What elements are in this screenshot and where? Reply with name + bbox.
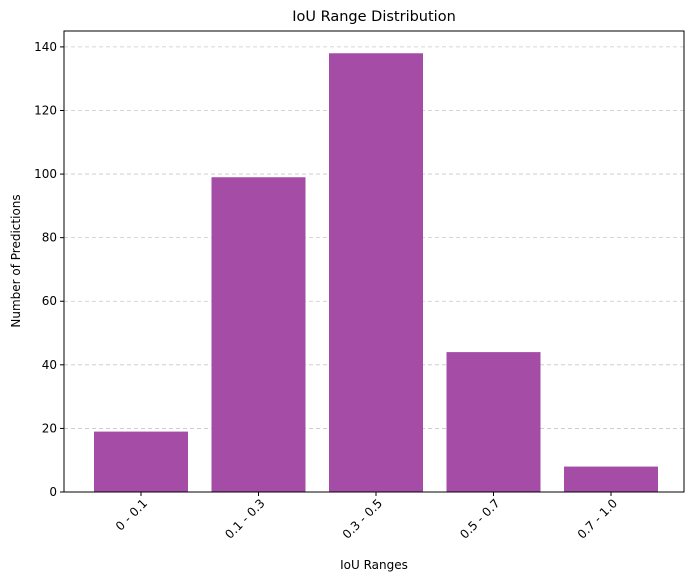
y-tick-label: 120 (34, 103, 57, 117)
plot-area-frame (63, 30, 685, 493)
bars (94, 53, 658, 492)
y-tick-label: 80 (42, 231, 57, 245)
chart-title: IoU Range Distribution (292, 9, 456, 25)
y-axis-label: Number of Predictions (9, 194, 23, 327)
x-axis-label: IoU Ranges (340, 558, 408, 572)
y-tick-label: 100 (34, 167, 57, 181)
y-tick-label: 0 (49, 485, 57, 499)
bar (211, 177, 306, 492)
y-axis-ticks: 0 20 40 60 80 100 120 140 (34, 40, 64, 499)
y-tick-label: 40 (42, 358, 57, 372)
bar (329, 53, 423, 492)
y-tick-label: 20 (42, 421, 57, 435)
bar (94, 431, 188, 492)
bar (564, 466, 658, 492)
y-tick-label: 140 (34, 40, 57, 54)
bar (446, 352, 541, 492)
y-tick-label: 60 (42, 294, 57, 308)
